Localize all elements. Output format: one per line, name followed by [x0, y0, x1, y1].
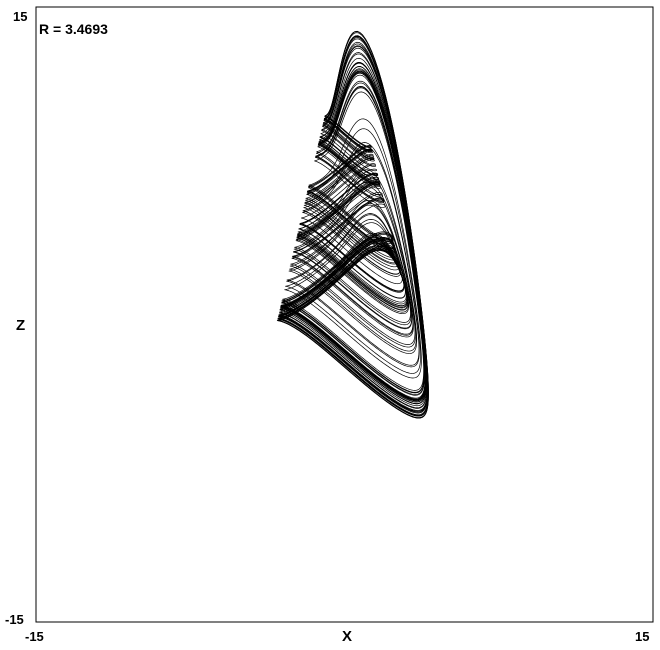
y-axis-label: Z [16, 317, 25, 334]
trajectory-segment [281, 118, 425, 391]
x-tick-max: 15 [635, 629, 649, 644]
trajectory-segment [280, 62, 427, 405]
x-axis-label: X [342, 628, 352, 645]
plot-frame [35, 6, 654, 623]
attractor-trajectory [276, 30, 429, 419]
trajectory-segment [302, 154, 401, 275]
r-parameter-label: R = 3.4693 [39, 21, 108, 37]
trajectory-segment [276, 30, 429, 419]
y-tick-min: -15 [5, 612, 24, 627]
trajectory-segment [279, 57, 427, 407]
y-tick-max: 15 [13, 9, 27, 24]
trajectory-segment [281, 87, 425, 393]
trajectory-segment [286, 91, 420, 366]
x-tick-min: -15 [25, 629, 44, 644]
